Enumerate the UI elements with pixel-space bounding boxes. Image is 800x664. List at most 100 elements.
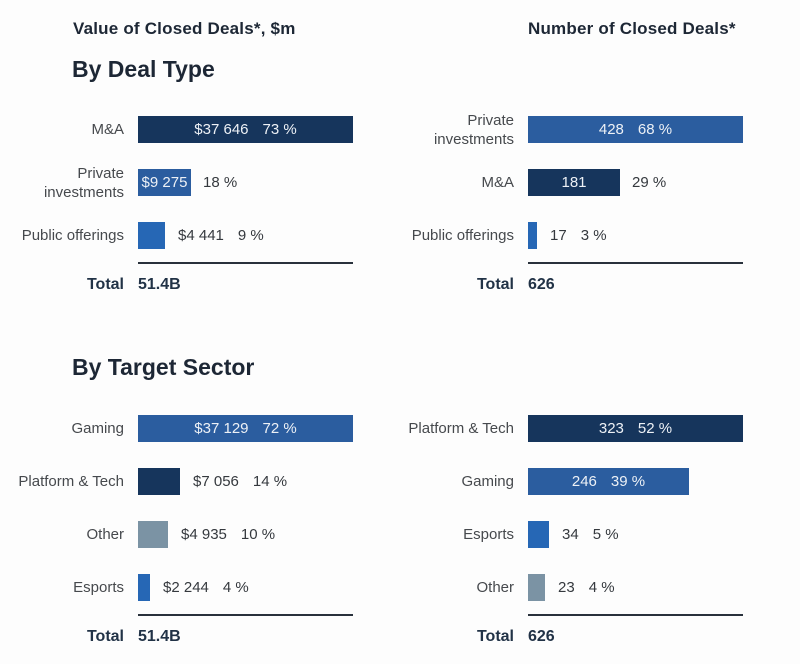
chart-value-by-deal-type: M&A $37 646 73 % Private investments $9 275 1… [0,103,372,306]
bar-value-label: 34 [562,526,579,543]
bar-area: 428 68 % [528,116,762,143]
bar-value-label: $4 441 [178,227,224,244]
bar-private-investments: $9 275 [138,169,191,196]
bar-value-label: 246 [571,473,597,490]
bar-platform-tech: 323 52 % [528,415,743,442]
bar-value-label: $37 646 [194,121,249,138]
bar-value-label: $37 129 [194,420,249,437]
bar-value-label: 323 [598,420,624,437]
left-column-title: Value of Closed Deals*, $m [73,19,296,38]
total-rule [138,262,353,264]
bar-label: Gaming [71,420,124,437]
bar-pct-label: 3 % [580,227,607,244]
bar-label: Esports [73,579,124,596]
total-rule [528,262,743,264]
total-label: Total [86,276,124,293]
total-row: Total 51.4B [0,264,372,306]
bar-label: Public offerings [21,227,124,244]
bar-pct-label: 72 % [262,420,297,437]
bar-area: $2 244 4 % [138,574,372,601]
total-row: Total 626 [390,616,762,658]
bar-label: Platform & Tech [408,420,514,437]
bar-label: Private investments [433,111,514,148]
chart-row-platform-tech: Platform & Tech 323 52 % [390,402,762,455]
bar-pct-label: 73 % [262,121,297,138]
bar-value-label: $4 935 [181,526,227,543]
bar-area: 17 3 % [528,222,762,249]
total-label: Total [86,628,124,645]
chart-row-gaming: Gaming $37 129 72 % [0,402,372,455]
chart-row-esports: Esports 34 5 % [390,508,762,561]
bar-value-label: $9 275 [141,174,188,191]
bar-label: M&A [481,174,514,191]
bar-label: Esports [463,526,514,543]
bar-esports [528,521,549,548]
bar-value-label: 428 [598,121,624,138]
bar-area: 23 4 % [528,574,762,601]
bar-pct-label: 68 % [637,121,673,138]
bar-platform-tech [138,468,180,495]
total-value: 626 [528,628,555,645]
bar-private-investments: 428 68 % [528,116,743,143]
chart-row-platform-tech: Platform & Tech $7 056 14 % [0,455,372,508]
bar-pct-label: 5 % [592,526,619,543]
chart-count-by-deal-type: Private investments 428 68 % M&A 181 29 % Publ… [390,103,762,306]
bar-pct-label: 39 % [610,473,646,490]
bar-area: $37 129 72 % [138,415,372,442]
total-row: Total 51.4B [0,616,372,658]
bar-other [138,521,168,548]
chart-row-m-a: M&A 181 29 % [390,156,762,209]
section-title-deal-type: By Deal Type [72,56,215,82]
bar-m-a: 181 [528,169,620,196]
bar-pct-label: 10 % [240,526,276,543]
bar-area: 246 39 % [528,468,762,495]
bar-esports [138,574,150,601]
bar-value-label: 17 [550,227,567,244]
total-value: 51.4B [138,628,181,645]
bar-area: $4 935 10 % [138,521,372,548]
bar-m-a: $37 646 73 % [138,116,353,143]
bar-public-offerings [138,222,165,249]
bar-public-offerings [528,222,537,249]
bar-value-label: $7 056 [193,473,239,490]
total-rule [138,614,353,616]
chart-row-private-investments: Private investments $9 275 18 % [0,156,372,209]
chart-row-private-investments: Private investments 428 68 % [390,103,762,156]
bar-pct-label: 4 % [222,579,249,596]
total-label: Total [476,628,514,645]
chart-row-public-offerings: Public offerings 17 3 % [390,209,762,262]
bar-value-label: 181 [561,174,587,191]
bar-gaming: 246 39 % [528,468,689,495]
bar-pct-label: 4 % [588,579,615,596]
bar-area: $37 646 73 % [138,116,372,143]
bar-label: Other [476,579,514,596]
total-label: Total [476,276,514,293]
total-row: Total 626 [390,264,762,306]
bar-label: Other [86,526,124,543]
bar-pct-label: 18 % [203,174,238,191]
chart-row-other: Other 23 4 % [390,561,762,614]
bar-label: Public offerings [411,227,514,244]
chart-row-m-a: M&A $37 646 73 % [0,103,372,156]
bar-pct-label: 14 % [252,473,288,490]
chart-row-other: Other $4 935 10 % [0,508,372,561]
bar-area: $7 056 14 % [138,468,372,495]
bar-label: Platform & Tech [18,473,124,490]
total-value: 626 [528,276,555,293]
bar-value-label: 23 [558,579,575,596]
bar-pct-label: 52 % [637,420,673,437]
bar-value-label: $2 244 [163,579,209,596]
chart-row-esports: Esports $2 244 4 % [0,561,372,614]
section-title-target-sector: By Target Sector [72,354,255,380]
chart-row-gaming: Gaming 246 39 % [390,455,762,508]
chart-row-public-offerings: Public offerings $4 441 9 % [0,209,372,262]
bar-area: $4 441 9 % [138,222,372,249]
bar-area: 181 29 % [528,169,762,196]
bar-pct-label: 9 % [237,227,264,244]
bar-area: 323 52 % [528,415,762,442]
bar-area: 34 5 % [528,521,762,548]
bar-area: $9 275 18 % [138,169,372,196]
bar-other [528,574,545,601]
bar-gaming: $37 129 72 % [138,415,353,442]
chart-value-by-target-sector: Gaming $37 129 72 % Platform & Tech $7 056 14… [0,402,372,658]
